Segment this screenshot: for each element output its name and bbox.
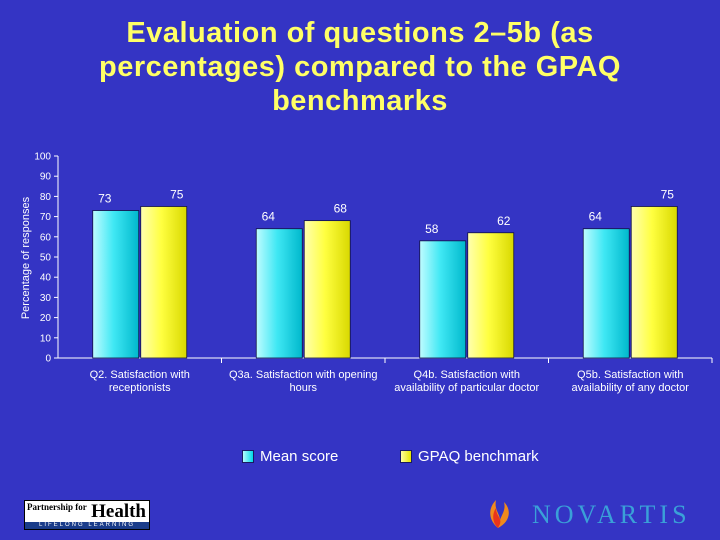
logo-left-line3: LIFELONG LEARNING (25, 522, 149, 529)
y-tick-label: 80 (40, 192, 52, 203)
y-tick-label: 10 (40, 333, 52, 344)
bar-mean-score (255, 228, 303, 359)
bar-mean-score (92, 210, 140, 359)
logo-left-line1: Partnership for (27, 502, 87, 512)
y-tick-label: 0 (45, 354, 51, 365)
y-tick-label: 40 (40, 273, 52, 284)
data-label-mean-score: 64 (262, 210, 276, 224)
data-label-gpaq-benchmark: 62 (497, 214, 511, 228)
y-axis-label: Percentage of responses (20, 196, 32, 319)
bar-gpaq-benchmark (303, 220, 351, 359)
data-label-mean-score: 73 (98, 192, 112, 206)
legend-item-mean: Mean score (242, 448, 338, 465)
novartis-flame-icon (490, 500, 509, 528)
bar-gpaq-benchmark (630, 206, 678, 359)
legend-label-mean: Mean score (260, 448, 339, 465)
legend-swatch-gpaq (400, 450, 412, 463)
y-tick-label: 90 (40, 172, 52, 183)
x-tick-label: availability of any doctor (572, 382, 690, 394)
data-label-mean-score: 58 (425, 222, 439, 236)
chart-title: Evaluation of questions 2–5b (as percent… (99, 17, 621, 117)
y-tick-label: 100 (34, 152, 51, 163)
logo-left-line2: Health (91, 501, 146, 522)
x-tick-label: Q4b. Satisfaction with (414, 369, 520, 381)
bar-chart: 0 10 20 30 40 50 60 70 80 90 100 Percentage of resp… (20, 152, 713, 394)
x-tick-label: Q2. Satisfaction with (90, 369, 190, 381)
x-tick-label: hours (289, 382, 317, 394)
data-label-gpaq-benchmark: 68 (334, 202, 348, 216)
y-tick-label: 70 (40, 212, 52, 223)
x-tick-label: Q5b. Satisfaction with (577, 369, 683, 381)
data-label-gpaq-benchmark: 75 (170, 188, 184, 202)
y-tick-label: 60 (40, 232, 52, 243)
novartis-wordmark: NOVARTIS (532, 500, 691, 529)
x-tick-label: Q3a. Satisfaction with opening (229, 369, 378, 381)
bar-mean-score (582, 228, 630, 359)
legend-item-gpaq: GPAQ benchmark (400, 448, 539, 465)
legend-swatch-mean (242, 450, 254, 463)
y-tick-label: 20 (40, 313, 52, 324)
bar-gpaq-benchmark (467, 232, 515, 359)
y-tick-label: 30 (40, 293, 52, 304)
y-tick-label: 50 (40, 253, 52, 264)
data-label-mean-score: 64 (589, 210, 603, 224)
x-tick-label: receptionists (109, 382, 171, 394)
novartis-logo: NOVARTIS (478, 490, 698, 530)
legend: Mean score GPAQ benchmark (0, 448, 720, 466)
bar-gpaq-benchmark (140, 206, 188, 359)
x-tick-label: availability of particular doctor (394, 382, 539, 394)
bar-mean-score (419, 240, 467, 359)
data-label-gpaq-benchmark: 75 (661, 188, 675, 202)
partnership-for-health-logo: Partnership for Health LIFELONG LEARNING (24, 500, 150, 530)
legend-label-gpaq: GPAQ benchmark (418, 448, 539, 465)
